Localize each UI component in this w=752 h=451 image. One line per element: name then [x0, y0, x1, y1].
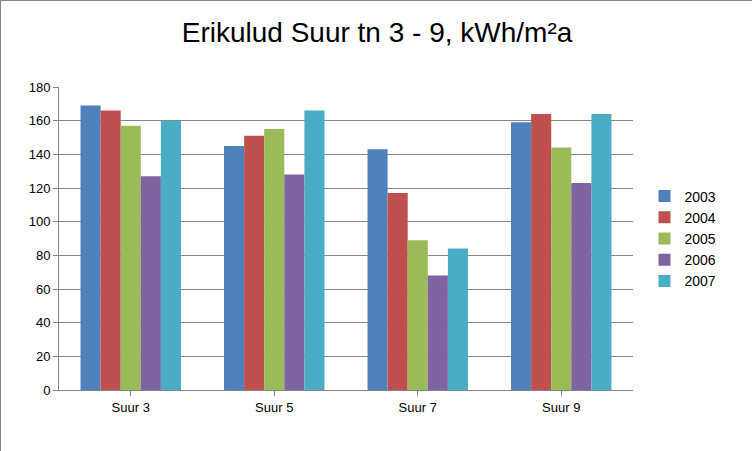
svg-text:2003: 2003	[684, 189, 715, 205]
svg-text:160: 160	[29, 113, 51, 128]
svg-text:140: 140	[29, 147, 51, 162]
svg-text:2004: 2004	[684, 210, 715, 226]
svg-text:120: 120	[29, 181, 51, 196]
svg-text:Suur 9: Suur 9	[542, 400, 580, 415]
svg-text:0: 0	[43, 383, 50, 398]
svg-text:2007: 2007	[684, 273, 715, 289]
svg-text:Suur 3: Suur 3	[112, 400, 150, 415]
svg-text:Suur 7: Suur 7	[399, 400, 437, 415]
svg-text:40: 40	[36, 315, 50, 330]
svg-text:2005: 2005	[684, 231, 715, 247]
svg-text:100: 100	[29, 214, 51, 229]
svg-text:180: 180	[29, 80, 51, 95]
svg-text:Erikulud Suur tn 3 - 9, kWh/m²: Erikulud Suur tn 3 - 9, kWh/m²a	[182, 17, 573, 48]
svg-text:60: 60	[36, 282, 50, 297]
svg-text:2006: 2006	[684, 252, 715, 268]
svg-text:20: 20	[36, 349, 50, 364]
svg-text:Suur 5: Suur 5	[255, 400, 293, 415]
svg-text:80: 80	[36, 248, 50, 263]
